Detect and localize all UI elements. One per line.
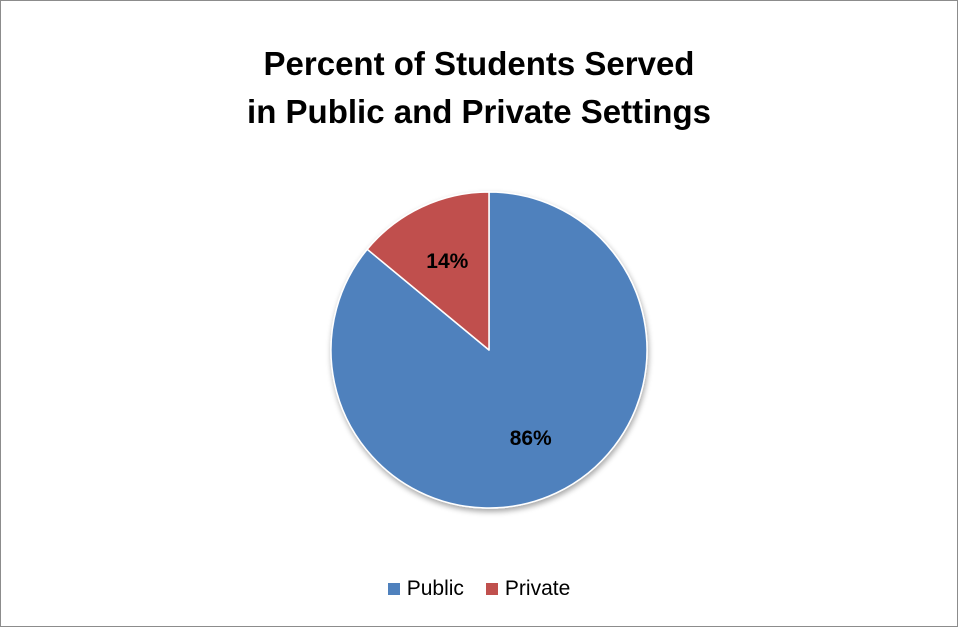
legend-item-private: Private	[485, 577, 571, 601]
chart-title-line-1: Percent of Students Served	[263, 45, 695, 82]
legend-swatch-public	[387, 583, 400, 595]
data-label-private: 14%	[426, 250, 468, 273]
pie-slice-private	[366, 191, 490, 351]
legend-item-public: Public	[387, 577, 464, 601]
data-label-public: 86%	[510, 427, 552, 450]
legend-swatch-private	[485, 583, 498, 595]
legend-label-private: Private	[504, 577, 571, 600]
chart-title: Percent of Students Served in Public and…	[0, 40, 958, 136]
chart-title-line-2: in Public and Private Settings	[247, 93, 711, 130]
legend: Public Private	[0, 577, 958, 601]
legend-label-public: Public	[406, 577, 464, 600]
